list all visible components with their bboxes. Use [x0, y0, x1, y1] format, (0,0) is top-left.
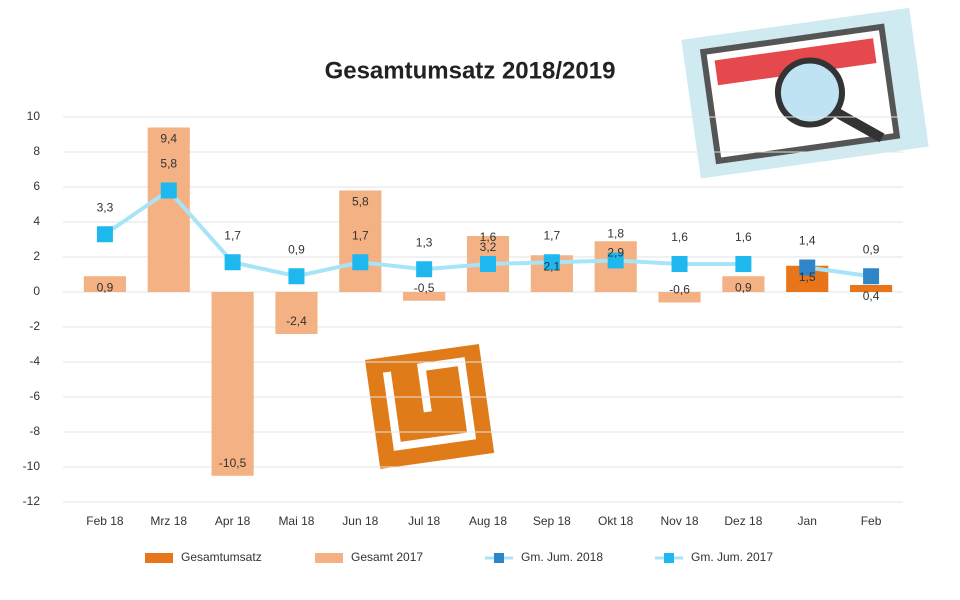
- logo: [365, 343, 495, 469]
- bar: [850, 285, 893, 292]
- bar: [658, 292, 701, 303]
- y-tick-label: 8: [33, 144, 40, 158]
- y-tick-label: 6: [33, 179, 40, 193]
- value-label: 9,4: [160, 132, 177, 146]
- x-tick-label: Jan: [798, 514, 817, 528]
- legend: Gesamtumsatz Gesamt 2017 Gm. Jum. 2018 Gm. …: [145, 550, 773, 564]
- point: [160, 182, 177, 199]
- value-label: 2,9: [607, 245, 624, 259]
- y-tick-label: -4: [29, 354, 40, 368]
- x-tick-label: Apr 18: [215, 514, 251, 528]
- x-tick-label: Feb 18: [86, 514, 124, 528]
- x-tick-label: Jul 18: [408, 514, 440, 528]
- x-tick-label: Aug 18: [469, 514, 507, 528]
- chart-title: Gesamtumsatz 2018/2019: [325, 57, 616, 84]
- point: [543, 254, 560, 271]
- point: [416, 261, 433, 278]
- value-label: -10,5: [219, 456, 247, 470]
- value-label: 1,6: [735, 230, 752, 244]
- illustration: [681, 7, 929, 179]
- value-label: 0,9: [735, 280, 752, 294]
- lines: [96, 182, 880, 285]
- y-tick-label: 0: [33, 284, 40, 298]
- point: [799, 259, 816, 276]
- labels: 1,5 0,4 0,9 9,4 -10,5 -2,4 5,8 -0,5 3,2 2,1 2,9 -0,…: [97, 132, 880, 470]
- value-label: 1,3: [416, 235, 433, 249]
- value-label: 0,9: [288, 242, 305, 256]
- value-label: 1,6: [480, 230, 497, 244]
- y-tick-label: -8: [29, 424, 40, 438]
- value-label: -2,4: [286, 314, 307, 328]
- legend-label: Gesamtumsatz: [181, 550, 262, 564]
- legend-swatch: [494, 553, 504, 563]
- x-tick-label: Mai 18: [278, 514, 314, 528]
- value-label: 1,5: [799, 270, 816, 284]
- value-label: 1,7: [224, 228, 241, 242]
- point: [96, 226, 113, 243]
- bar: [339, 190, 382, 292]
- bar: [83, 276, 126, 292]
- y-tick-label: 4: [33, 214, 40, 228]
- point: [288, 268, 305, 285]
- legend-swatch: [664, 553, 674, 563]
- value-label: 2,1: [544, 259, 561, 273]
- value-label: 3,2: [480, 240, 497, 254]
- bar: [147, 127, 190, 292]
- point: [735, 256, 752, 272]
- y-tick-label: -12: [23, 494, 41, 508]
- point: [671, 256, 688, 272]
- x-tick-label: Nov 18: [661, 514, 699, 528]
- bar: [722, 276, 765, 292]
- value-label: 1,4: [799, 234, 816, 248]
- value-label: 5,8: [160, 157, 177, 171]
- value-label: 0,9: [97, 280, 114, 294]
- line: [806, 265, 872, 279]
- legend-label: Gm. Jum. 2018: [521, 550, 603, 564]
- value-label: 5,8: [352, 195, 369, 209]
- value-label: -0,6: [669, 283, 690, 297]
- y-tick-label: -6: [29, 389, 40, 403]
- x-tick-label: Feb: [861, 514, 882, 528]
- y-tick-label: -10: [23, 459, 41, 473]
- value-label: 1,6: [671, 230, 688, 244]
- bar: [403, 292, 446, 301]
- x-tick-label: Mrz 18: [150, 514, 187, 528]
- y-tick-label: 2: [33, 249, 40, 263]
- value-label: 0,9: [863, 242, 880, 256]
- value-label: 0,4: [863, 289, 880, 303]
- legend-swatch: [145, 553, 173, 563]
- point: [224, 254, 241, 271]
- value-label: 3,3: [97, 200, 114, 214]
- point: [480, 256, 496, 272]
- x-tick-label: Okt 18: [598, 514, 634, 528]
- value-label: -0,5: [414, 281, 435, 295]
- legend-swatch: [315, 553, 343, 563]
- legend-label: Gesamt 2017: [351, 550, 423, 564]
- y-tick-label: 10: [27, 109, 41, 123]
- value-label: 1,8: [607, 227, 624, 241]
- x-tick-label: Sep 18: [533, 514, 571, 528]
- value-label: 1,7: [544, 228, 561, 242]
- point: [863, 268, 880, 285]
- legend-label: Gm. Jum. 2017: [691, 550, 773, 564]
- bar: [211, 292, 254, 476]
- point: [352, 254, 369, 271]
- x-tick-label: Dez 18: [724, 514, 762, 528]
- value-label: 1,7: [352, 228, 369, 242]
- x-tick-label: Jun 18: [342, 514, 378, 528]
- bar: [275, 292, 318, 334]
- y-tick-label: -2: [29, 319, 40, 333]
- point: [607, 252, 624, 269]
